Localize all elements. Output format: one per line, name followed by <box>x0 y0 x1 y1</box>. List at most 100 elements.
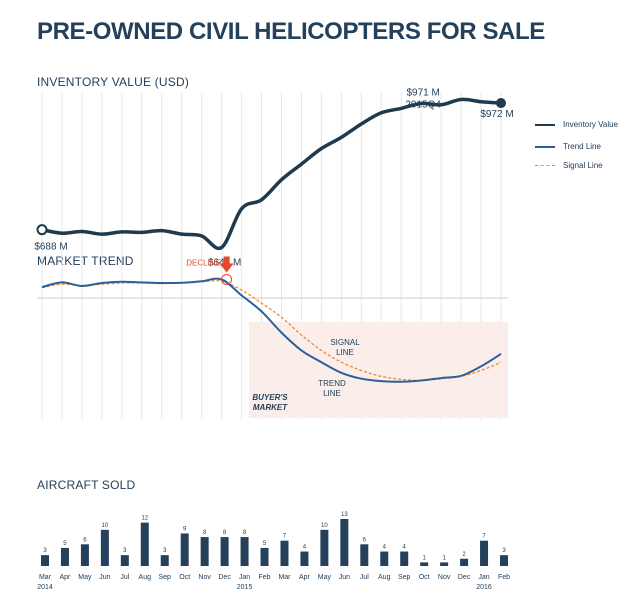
year-tick-label: 2016 <box>476 584 492 591</box>
legend-label-inventory: Inventory Value <box>563 120 618 129</box>
buyers-market-zone <box>249 322 508 418</box>
aircraft-sold-value-label: 7 <box>283 534 287 540</box>
aircraft-sold-value-label: 6 <box>83 537 87 543</box>
decline-label: DECLINE <box>186 258 221 267</box>
month-tick-label: Apr <box>299 574 311 581</box>
legend-swatch-inventory <box>535 124 555 126</box>
month-tick-label: Oct <box>179 574 190 581</box>
aircraft-sold-bar <box>400 551 409 566</box>
signal-line <box>41 280 502 382</box>
inventory-end-point <box>496 98 506 109</box>
month-tick-label: Dec <box>218 574 231 581</box>
inventory-peak-period: 2015Q4 <box>405 99 441 110</box>
legend-label-trend: Trend Line <box>563 142 601 151</box>
aircraft-sold-value-label: 1 <box>423 555 427 561</box>
legend-label-signal: Signal Line <box>563 161 603 170</box>
sold-section-title: AIRCRAFT SOLD <box>37 478 136 492</box>
aircraft-sold-value-label: 10 <box>102 523 109 529</box>
aircraft-sold-value-label: 7 <box>482 534 486 540</box>
aircraft-sold-bar <box>200 537 209 566</box>
month-tick-label: Feb <box>258 574 270 581</box>
aircraft-sold-value-label: 6 <box>363 537 367 543</box>
month-tick-label: Nov <box>198 574 211 581</box>
aircraft-sold-value-label: 3 <box>43 548 47 554</box>
decline-arrow-icon <box>219 256 234 273</box>
aircraft-sold-bar <box>160 555 169 566</box>
aircraft-sold-value-label: 4 <box>383 545 387 551</box>
month-tick-label: Jul <box>360 574 369 581</box>
month-tick-label: Jan <box>478 574 489 581</box>
aircraft-sold-value-label: 4 <box>403 545 407 551</box>
aircraft-sold-bar <box>180 533 189 566</box>
aircraft-sold-bar <box>140 522 149 566</box>
month-tick-label: Jan <box>239 574 250 581</box>
aircraft-sold-value-label: 5 <box>263 541 267 547</box>
month-tick-label: Mar <box>39 574 52 581</box>
aircraft-sold-bar <box>340 519 349 566</box>
trend-line-label: TREND <box>318 379 346 388</box>
month-tick-label: Sep <box>159 574 172 581</box>
aircraft-sold-bar <box>120 555 129 566</box>
month-tick-label: Mar <box>278 574 291 581</box>
inventory-section-title: INVENTORY VALUE (USD) <box>37 75 190 89</box>
inventory-start-point <box>36 224 48 236</box>
aircraft-sold-bar <box>320 529 329 566</box>
aircraft-sold-value-label: 8 <box>223 530 227 536</box>
month-tick-label: Jun <box>99 574 110 581</box>
aircraft-sold-bar <box>460 558 469 566</box>
month-tick-label: Oct <box>419 574 430 581</box>
legend-swatch-signal <box>535 165 555 166</box>
month-tick-label: Nov <box>438 574 451 581</box>
month-tick-label: Aug <box>378 574 391 581</box>
aircraft-sold-bar <box>500 555 508 566</box>
aircraft-sold-bar <box>240 537 249 566</box>
aircraft-sold-bar <box>380 551 389 566</box>
year-tick-label: 2015 <box>237 584 253 591</box>
inventory-peak-label: $971 M <box>406 87 439 98</box>
aircraft-sold-value-label: 3 <box>123 548 127 554</box>
market-section-title: MARKET TREND <box>37 254 134 268</box>
aircraft-sold-bar <box>420 562 429 566</box>
aircraft-sold-bar <box>440 562 449 566</box>
aircraft-sold-value-label: 2 <box>462 552 466 558</box>
legend-swatch-trend <box>535 146 555 148</box>
aircraft-sold-value-label: 10 <box>321 523 328 529</box>
aircraft-sold-bar <box>100 529 109 566</box>
month-tick-label: Dec <box>458 574 471 581</box>
aircraft-sold-value-label: 3 <box>502 548 506 554</box>
aircraft-sold-value-label: 13 <box>341 512 348 518</box>
month-tick-label: Apr <box>60 574 72 581</box>
month-tick-label: May <box>78 574 92 581</box>
aircraft-sold-bar <box>480 540 489 566</box>
aircraft-sold-bar <box>360 544 369 566</box>
aircraft-sold-value-label: 8 <box>203 530 207 536</box>
month-tick-label: Aug <box>139 574 152 581</box>
aircraft-sold-value-label: 8 <box>243 530 247 536</box>
month-tick-label: Feb <box>498 574 510 581</box>
year-tick-label: 2014 <box>37 584 53 591</box>
signal-line-label-2: LINE <box>336 348 354 357</box>
trend-line <box>41 277 502 383</box>
month-tick-label: Jun <box>339 574 350 581</box>
month-tick-label: Sep <box>398 574 411 581</box>
aircraft-sold-value-label: 1 <box>442 555 446 561</box>
aircraft-sold-bar <box>280 540 289 566</box>
aircraft-sold-value-label: 12 <box>141 516 148 522</box>
trend-line-label-2: LINE <box>323 389 341 398</box>
aircraft-sold-bar <box>220 537 229 566</box>
decline-point-marker <box>221 273 233 285</box>
inventory-value-line <box>40 97 503 251</box>
aircraft-sold-value-label: 3 <box>163 548 167 554</box>
month-tick-label: May <box>318 574 332 581</box>
page-title: PRE-OWNED CIVIL HELICOPTERS FOR SALE <box>37 18 545 45</box>
aircraft-sold-bar <box>80 544 89 566</box>
aircraft-sold-bar <box>60 547 69 566</box>
aircraft-sold-bar <box>41 555 49 566</box>
inventory-end-label: $972 M <box>480 109 513 120</box>
signal-line-label: SIGNAL <box>330 338 360 347</box>
inventory-start-label: $688 M <box>34 242 67 253</box>
aircraft-sold-bar <box>300 551 309 566</box>
buyers-market-label-2: MARKET <box>253 403 288 412</box>
